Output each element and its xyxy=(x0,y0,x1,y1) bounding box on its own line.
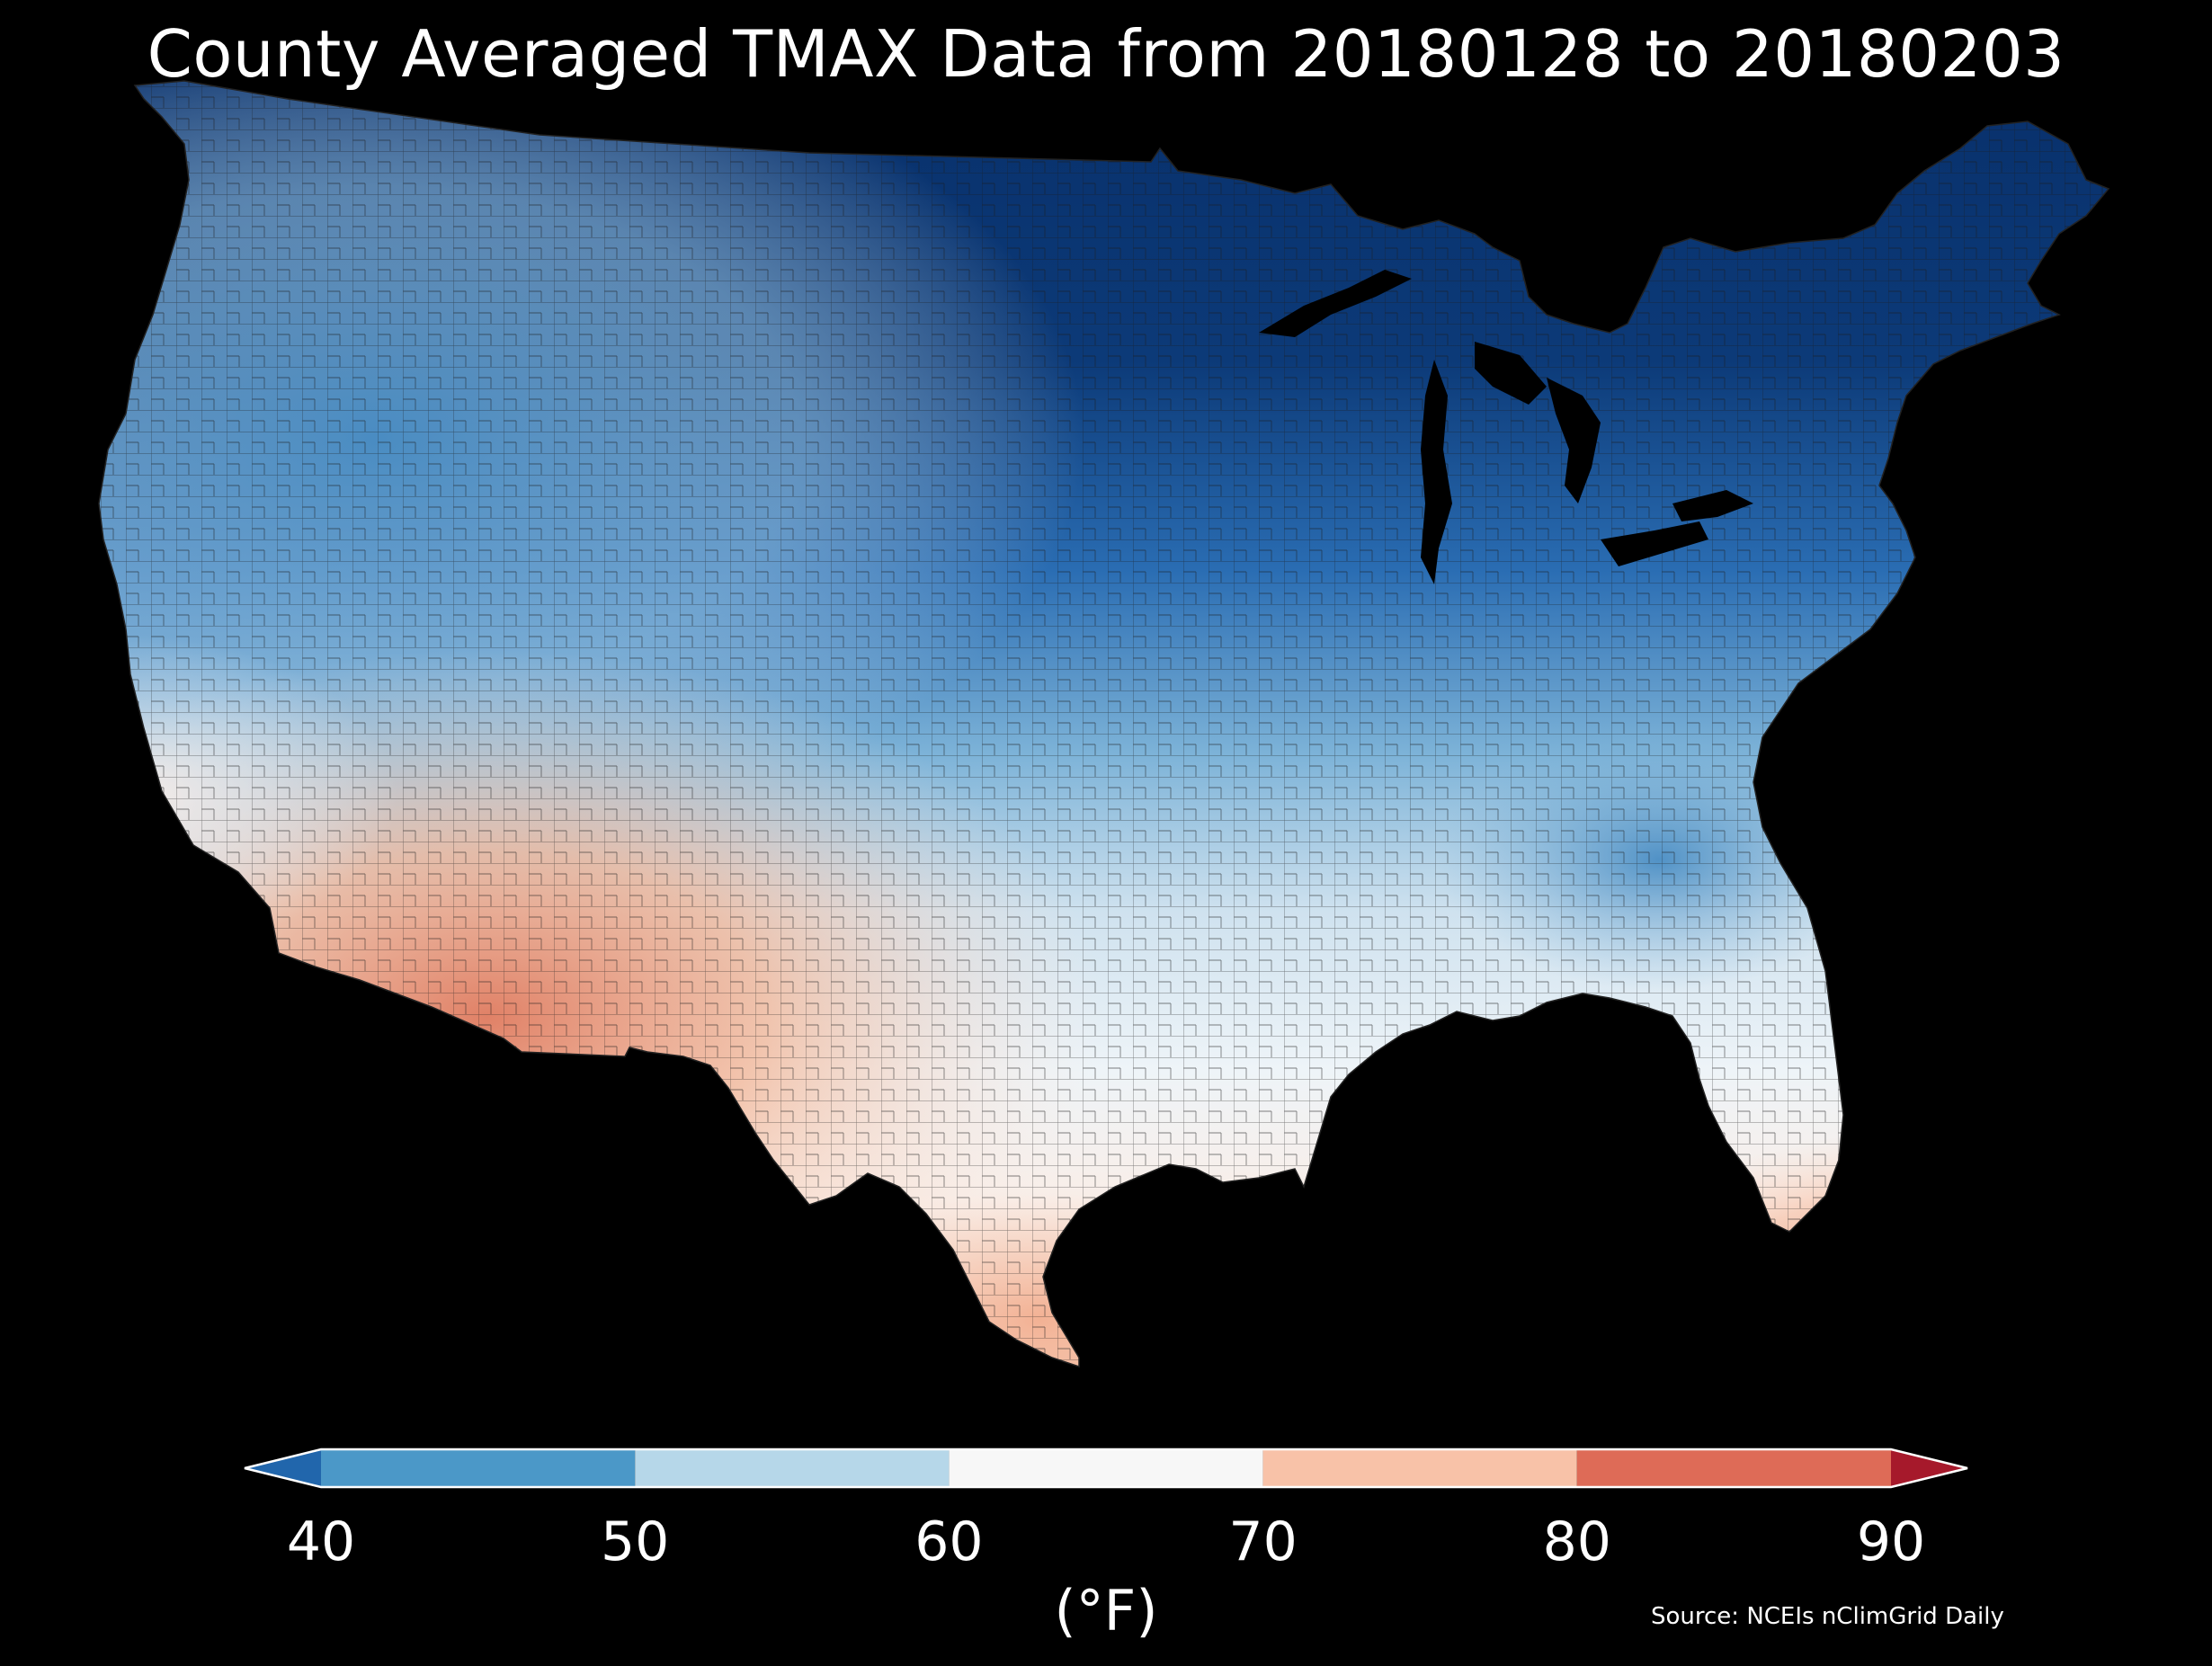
colorbar-bin xyxy=(1262,1449,1577,1487)
colorbar-tick: 40 xyxy=(286,1510,356,1573)
colorbar-over-arrow xyxy=(1891,1449,1967,1487)
chesapeake-bay xyxy=(1851,647,1875,755)
colorbar-tick: 60 xyxy=(914,1510,984,1573)
colorbar-bin xyxy=(1576,1449,1891,1487)
source-credit: Source: NCEIs nClimGrid Daily xyxy=(1651,1603,2004,1630)
colorbar-unit-label: (°F) xyxy=(1054,1578,1158,1644)
colorbar-bin xyxy=(321,1449,636,1487)
colorbar-bin xyxy=(949,1449,1263,1487)
colorbar-tick: 80 xyxy=(1542,1510,1611,1573)
colorbar-bin xyxy=(635,1449,950,1487)
colorbar-tick: 70 xyxy=(1228,1510,1298,1573)
colorbar-tick: 50 xyxy=(601,1510,670,1573)
colorbar-under-arrow xyxy=(245,1449,321,1487)
map-title: County Averaged TMAX Data from 20180128 … xyxy=(147,16,2065,92)
great-lakes xyxy=(1259,270,1753,584)
colorbar-tick: 90 xyxy=(1856,1510,1926,1573)
colorbar-outline xyxy=(244,1448,1968,1489)
